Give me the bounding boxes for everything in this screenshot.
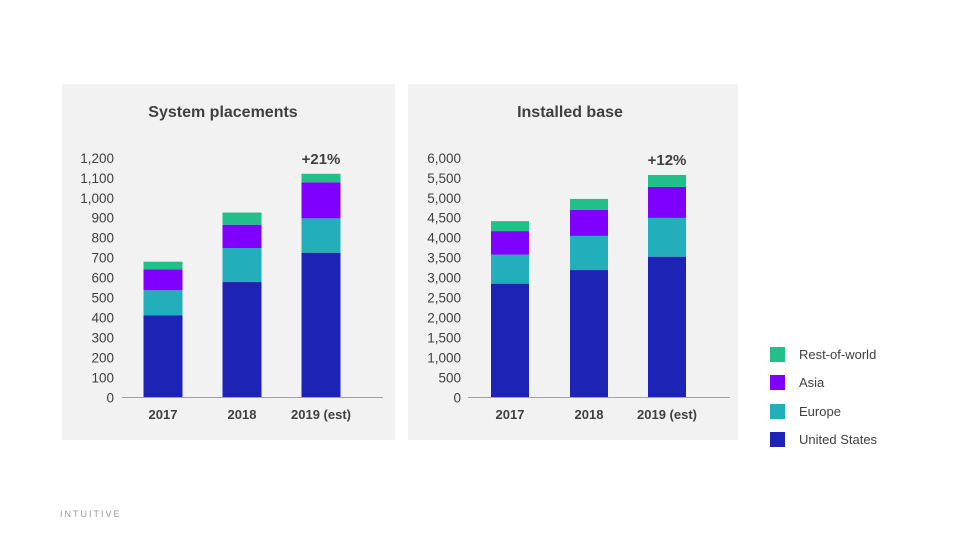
- bar-rest-of-world: [222, 212, 262, 225]
- y-tick-label: 1,500: [427, 331, 461, 346]
- y-tick-label: 4,500: [427, 211, 461, 226]
- y-tick-label: 3,500: [427, 251, 461, 266]
- y-tick-label: 5,500: [427, 171, 461, 186]
- y-tick-label: 1,100: [80, 171, 114, 186]
- bar-united-states: [222, 282, 262, 398]
- bar-rest-of-world: [570, 198, 608, 210]
- y-tick-label: 500: [91, 291, 114, 306]
- legend-item-europe: Europe: [770, 397, 877, 426]
- y-tick-label: 6,000: [427, 151, 461, 166]
- bar-asia: [570, 209, 608, 236]
- x-tick-label: 2019 (est): [291, 407, 351, 422]
- chart-title: System placements: [148, 104, 298, 121]
- y-tick-label: 2,500: [427, 291, 461, 306]
- bar-rest-of-world: [491, 221, 529, 232]
- bar-europe: [491, 254, 529, 284]
- x-tick-label: 2017: [496, 407, 525, 422]
- bar-europe: [222, 248, 262, 283]
- bar-europe: [570, 235, 608, 271]
- legend-label: Asia: [799, 375, 825, 391]
- y-tick-label: 600: [91, 271, 114, 286]
- bar-europe: [648, 217, 686, 257]
- y-tick-label: 100: [91, 371, 114, 386]
- y-tick-label: 5,000: [427, 191, 461, 206]
- y-tick-label: 2,000: [427, 311, 461, 326]
- x-tick-label: 2017: [149, 407, 178, 422]
- legend-swatch: [770, 432, 785, 448]
- legend-swatch: [770, 375, 785, 391]
- y-tick-label: 300: [91, 331, 114, 346]
- growth-annotation: +12%: [648, 152, 687, 169]
- bar-united-states: [491, 283, 529, 398]
- y-tick-label: 400: [91, 311, 114, 326]
- y-tick-label: 700: [91, 251, 114, 266]
- x-tick-label: 2018: [228, 407, 257, 422]
- y-tick-label: 0: [106, 391, 114, 406]
- legend-label: Europe: [799, 403, 841, 419]
- bar-asia: [301, 182, 341, 219]
- growth-annotation: +21%: [302, 151, 341, 168]
- bar-asia: [491, 231, 529, 255]
- bar-asia: [143, 269, 183, 291]
- y-tick-label: 1,000: [80, 191, 114, 206]
- x-tick-label: 2018: [575, 407, 604, 422]
- y-tick-label: 200: [91, 351, 114, 366]
- bar-united-states: [570, 270, 608, 398]
- intuitive-logo: INTUITIVE: [60, 509, 122, 519]
- legend: Rest-of-world Asia Europe United States: [770, 340, 877, 454]
- bar-asia: [222, 224, 262, 249]
- y-tick-label: 500: [438, 371, 461, 386]
- y-tick-label: 1,200: [80, 151, 114, 166]
- bar-united-states: [648, 256, 686, 398]
- y-tick-label: 3,000: [427, 271, 461, 286]
- bar-united-states: [143, 315, 183, 398]
- legend-swatch: [770, 346, 785, 362]
- bar-asia: [648, 186, 686, 218]
- chart-title: Installed base: [517, 104, 623, 121]
- legend-item-rest-of-world: Rest-of-world: [770, 340, 877, 369]
- y-tick-label: 4,000: [427, 231, 461, 246]
- legend-item-united-states: United States: [770, 426, 877, 455]
- bar-rest-of-world: [648, 174, 686, 187]
- bar-rest-of-world: [143, 261, 183, 270]
- y-tick-label: 0: [453, 391, 461, 406]
- legend-swatch: [770, 403, 785, 419]
- x-tick-label: 2019 (est): [637, 407, 697, 422]
- bar-europe: [143, 290, 183, 316]
- legend-label: United States: [799, 432, 878, 448]
- bar-united-states: [301, 252, 341, 398]
- y-tick-label: 1,000: [427, 351, 461, 366]
- legend-item-asia: Asia: [770, 369, 877, 398]
- legend-label: Rest-of-world: [799, 346, 877, 362]
- bar-rest-of-world: [301, 173, 341, 183]
- y-tick-label: 900: [91, 211, 114, 226]
- y-tick-label: 800: [91, 231, 114, 246]
- bar-europe: [301, 218, 341, 253]
